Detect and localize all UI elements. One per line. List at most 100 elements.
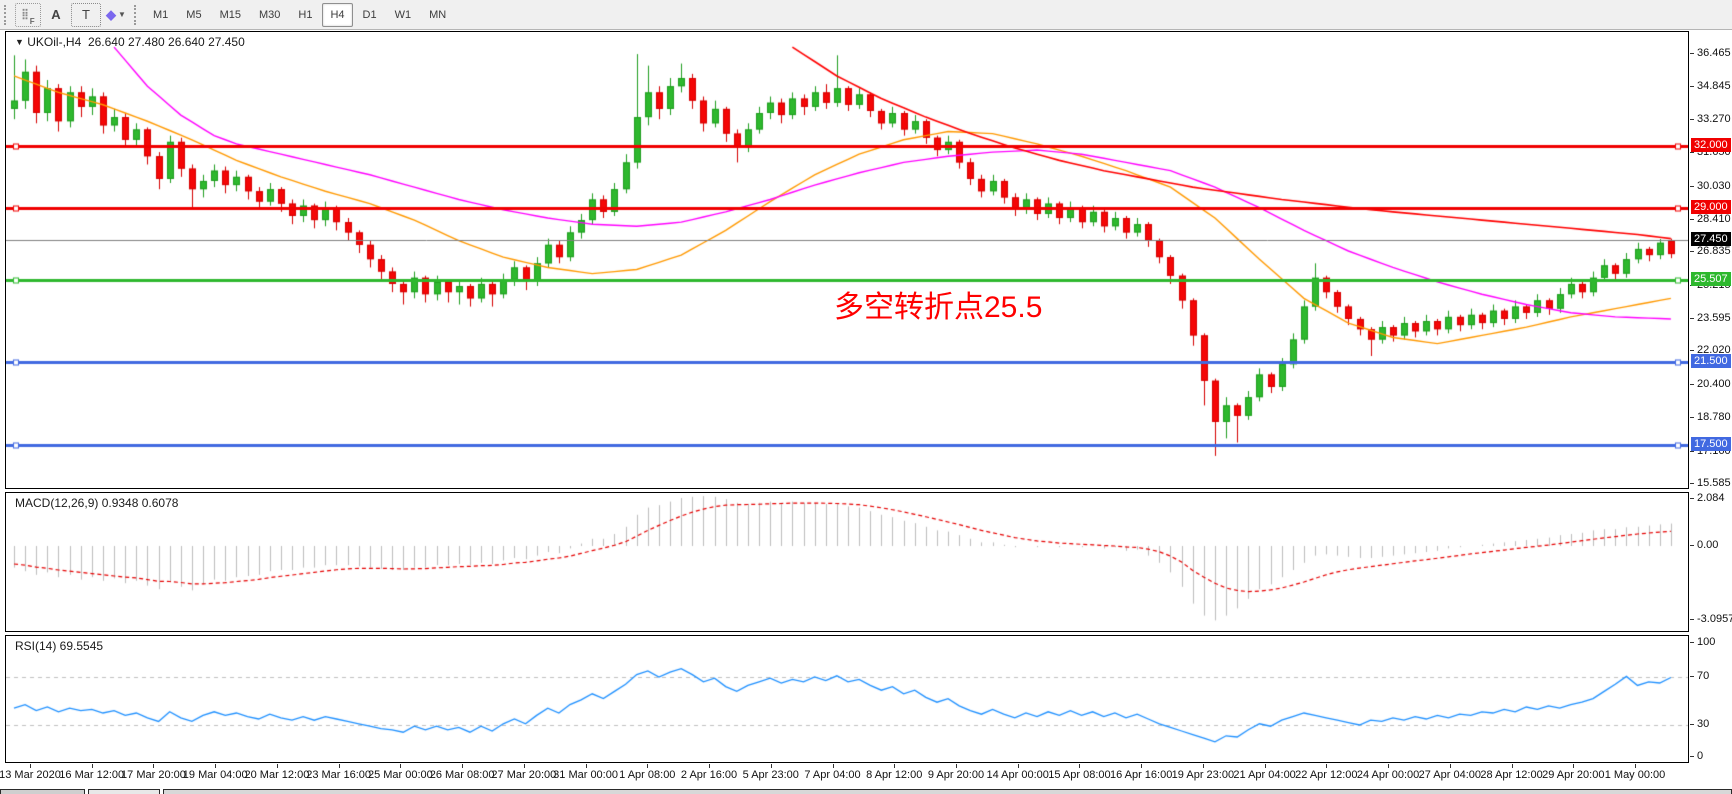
price-level-badge: 29.000 bbox=[1691, 199, 1731, 214]
time-axis-label: 31 Mar 00:00 bbox=[553, 769, 618, 781]
price-tick-label: 23.595 bbox=[1697, 312, 1731, 325]
chart-text-annotation[interactable]: 多空转折点25.5 bbox=[834, 291, 1043, 324]
macd-tick-label: 2.084 bbox=[1697, 492, 1725, 504]
time-tick bbox=[30, 764, 31, 768]
timeframe-button-m30[interactable]: M30 bbox=[258, 8, 281, 21]
price-tick-label: 36.465 bbox=[1697, 47, 1731, 59]
price-chart-canvas[interactable] bbox=[6, 32, 1688, 488]
time-axis-label: 14 Apr 00:00 bbox=[986, 769, 1049, 781]
time-axis[interactable]: 13 Mar 2020 16 Mar 12:00 17 Mar 20:00 19 Ma… bbox=[0, 764, 1689, 786]
time-tick bbox=[1141, 764, 1142, 768]
time-axis-label: 27 Apr 04:00 bbox=[1418, 769, 1481, 781]
timeframe-button-m5[interactable]: M5 bbox=[186, 8, 202, 21]
rsi-scale[interactable]: 100 70 30 0 bbox=[1690, 635, 1732, 763]
taskbar-button-stub[interactable] bbox=[163, 789, 1732, 794]
time-axis-label: 9 Apr 20:00 bbox=[927, 769, 985, 781]
collapse-triangle-icon[interactable]: ▼ bbox=[15, 37, 24, 47]
macd-canvas[interactable] bbox=[6, 493, 1688, 631]
text-label-icon[interactable]: A bbox=[51, 7, 61, 22]
rsi-tick bbox=[1690, 756, 1694, 757]
time-tick bbox=[1635, 764, 1636, 768]
rsi-canvas[interactable] bbox=[6, 636, 1688, 762]
toolbar-drag-handle[interactable] bbox=[4, 4, 10, 25]
price-scale[interactable]: 36.465 34.845 33.270 31.650 30.030 28.410 26.8… bbox=[1690, 31, 1732, 489]
time-axis-label: 19 Apr 23:00 bbox=[1171, 769, 1235, 781]
timeframe-button-d1[interactable]: D1 bbox=[362, 8, 377, 21]
price-tick bbox=[1690, 219, 1694, 220]
chart-title: ▼ UKOil-,H4 26.640 27.480 26.640 27.450 bbox=[15, 35, 245, 49]
time-axis-label: 16 Apr 16:00 bbox=[1109, 769, 1173, 781]
time-tick bbox=[709, 764, 710, 768]
price-tick-label: 28.410 bbox=[1697, 212, 1731, 225]
taskbar-button-stub[interactable] bbox=[0, 789, 85, 794]
price-tick bbox=[1690, 483, 1694, 484]
chart-symbol-period: UKOil-,H4 bbox=[27, 35, 82, 49]
timeframe-button-h4[interactable]: H4 bbox=[322, 2, 353, 27]
price-tick-label: 22.020 bbox=[1697, 344, 1731, 357]
macd-scale[interactable]: 2.084 0.00 -3.0957 bbox=[1690, 492, 1732, 632]
price-level-badge: 27.450 bbox=[1691, 231, 1731, 246]
price-tick-label: 18.780 bbox=[1697, 411, 1731, 424]
time-tick bbox=[1265, 764, 1266, 768]
time-axis-label: 24 Apr 00:00 bbox=[1356, 769, 1420, 781]
chart-toolbar: ⣿ F A T ◆ ▼ M1 M5 M15 M30 H1 H4 D1 W1 MN bbox=[0, 0, 1732, 30]
time-axis-label: 19 Mar 04:00 bbox=[182, 769, 248, 781]
price-level-badge: 17.500 bbox=[1691, 436, 1731, 451]
price-tick bbox=[1690, 86, 1694, 87]
time-axis-label: 1 Apr 08:00 bbox=[619, 769, 676, 781]
time-tick bbox=[1203, 764, 1204, 768]
time-axis-label: 28 Apr 12:00 bbox=[1480, 769, 1543, 781]
rsi-tick-label: 0 bbox=[1697, 750, 1704, 762]
timeframe-button-mn[interactable]: MN bbox=[429, 8, 447, 21]
macd-label: MACD(12,26,9) 0.9348 0.6078 bbox=[15, 496, 179, 510]
time-tick bbox=[1450, 764, 1451, 768]
timeframe-button-m1[interactable]: M1 bbox=[153, 8, 169, 21]
time-axis-label: 17 Mar 20:00 bbox=[121, 769, 186, 781]
price-tick-label: 26.835 bbox=[1697, 245, 1731, 258]
time-axis-label: 25 Mar 00:00 bbox=[367, 769, 433, 781]
timeframe-button-h1[interactable]: H1 bbox=[298, 8, 313, 21]
time-tick bbox=[1388, 764, 1389, 768]
chart-shift-icon[interactable]: ⣿ F bbox=[15, 2, 41, 27]
timeframe-button-group: M1 M5 M15 M30 H1 H4 D1 W1 MN bbox=[144, 2, 455, 27]
text-box-icon[interactable]: T bbox=[71, 2, 101, 27]
time-axis-label: 27 Mar 20:00 bbox=[491, 769, 557, 781]
objects-list-icon[interactable]: ◆ ▼ bbox=[106, 6, 126, 22]
taskbar-button-stub[interactable] bbox=[88, 789, 160, 794]
time-axis-label: 20 Mar 12:00 bbox=[244, 769, 310, 781]
time-axis-label: 29 Apr 20:00 bbox=[1542, 769, 1605, 781]
time-tick bbox=[92, 764, 93, 768]
time-axis-label: 23 Mar 16:00 bbox=[306, 769, 372, 781]
objects-dropdown-caret[interactable]: ▼ bbox=[118, 10, 126, 19]
price-tick-label: 30.030 bbox=[1697, 179, 1731, 192]
time-axis-label: 8 Apr 12:00 bbox=[866, 769, 923, 781]
time-axis-label: 7 Apr 04:00 bbox=[804, 769, 861, 781]
time-tick bbox=[586, 764, 587, 768]
price-tick-label: 33.270 bbox=[1697, 112, 1731, 125]
price-level-badge: 32.000 bbox=[1691, 137, 1731, 152]
timeframe-toolbar-drag-handle[interactable] bbox=[134, 4, 140, 25]
timeframe-button-m15[interactable]: M15 bbox=[219, 8, 241, 21]
time-tick bbox=[1512, 764, 1513, 768]
time-tick bbox=[400, 764, 401, 768]
time-tick bbox=[833, 764, 834, 768]
chart-quote-ohlc: 26.640 27.480 26.640 27.450 bbox=[87, 35, 245, 49]
rsi-tick-label: 30 bbox=[1697, 718, 1710, 730]
macd-tick-label: -3.0957 bbox=[1697, 613, 1732, 626]
macd-tick bbox=[1690, 498, 1694, 499]
time-axis-label: 16 Mar 12:00 bbox=[59, 769, 125, 781]
time-tick bbox=[771, 764, 772, 768]
rsi-indicator-panel: RSI(14) 69.5545 bbox=[5, 635, 1689, 763]
time-tick bbox=[1079, 764, 1080, 768]
price-tick bbox=[1690, 451, 1694, 452]
time-tick bbox=[647, 764, 648, 768]
timeframe-button-w1[interactable]: W1 bbox=[394, 8, 412, 21]
time-tick bbox=[1326, 764, 1327, 768]
price-level-badge: 25.507 bbox=[1691, 271, 1731, 286]
taskbar-stub-strip bbox=[0, 787, 1732, 794]
price-tick-label: 34.845 bbox=[1697, 80, 1731, 93]
rsi-tick bbox=[1690, 676, 1694, 677]
price-tick bbox=[1690, 417, 1694, 418]
time-tick bbox=[153, 764, 154, 768]
time-axis-label: 26 Mar 08:00 bbox=[429, 769, 495, 781]
